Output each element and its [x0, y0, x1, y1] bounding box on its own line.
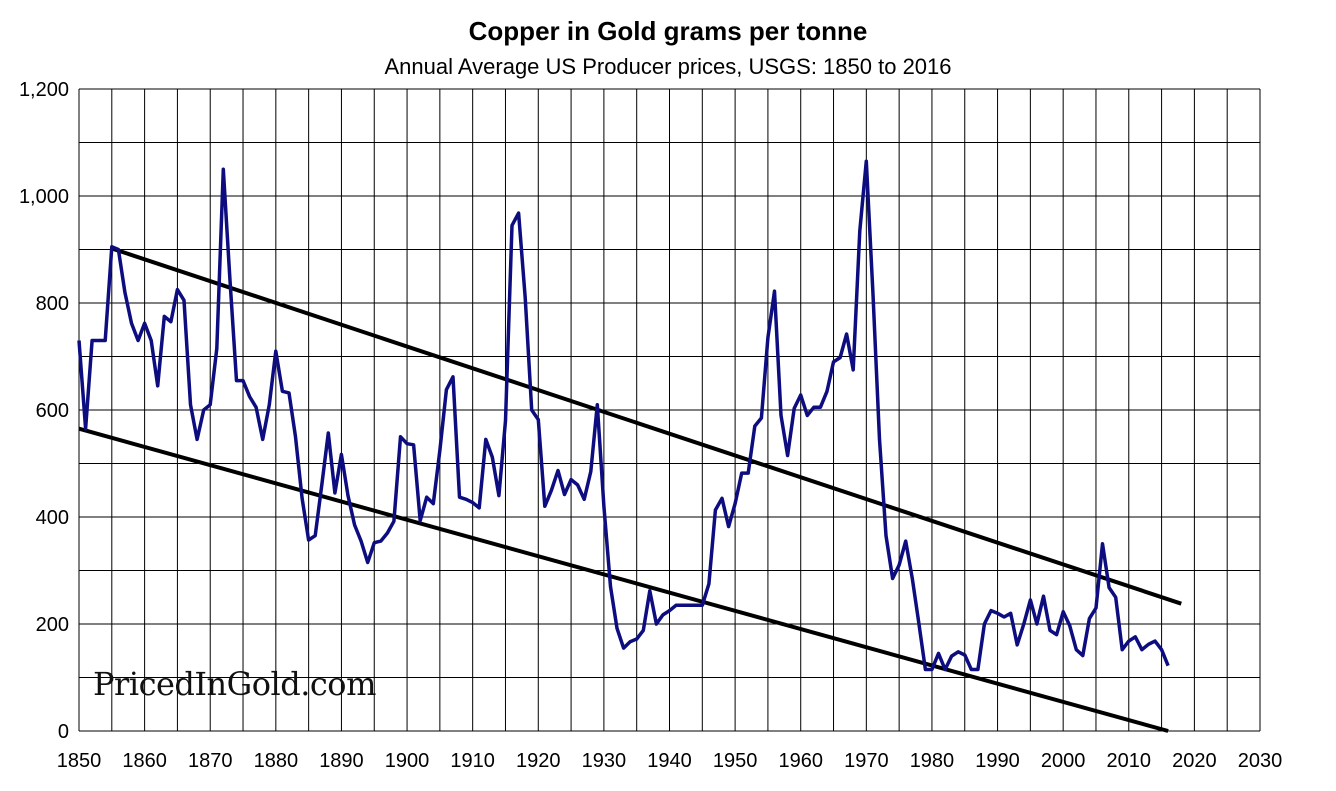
y-tick-label: 1,000 [19, 186, 69, 208]
trend-line [78, 426, 1169, 733]
chart-subtitle: Annual Average US Producer prices, USGS:… [384, 54, 952, 79]
x-tick-label: 1980 [910, 750, 955, 772]
x-tick-label: 1870 [188, 750, 233, 772]
y-tick-label: 200 [36, 614, 69, 636]
x-tick-label: 1960 [778, 750, 823, 772]
y-tick-label: 600 [36, 400, 69, 422]
x-tick-label: 1900 [385, 750, 430, 772]
series-line [77, 159, 1170, 672]
x-tick-label: 2000 [1041, 750, 1086, 772]
x-tick-label: 1930 [582, 750, 627, 772]
x-tick-label: 1940 [647, 750, 692, 772]
x-tick-label: 2030 [1238, 750, 1283, 772]
y-tick-label: 400 [36, 507, 69, 529]
y-tick-label: 1,200 [19, 79, 69, 101]
x-tick-label: 2010 [1107, 750, 1152, 772]
x-tick-label: 1890 [319, 750, 364, 772]
y-tick-label: 800 [36, 293, 69, 315]
x-tick-label: 1860 [122, 750, 167, 772]
x-tick-label: 2020 [1172, 750, 1217, 772]
x-tick-label: 1920 [516, 750, 561, 772]
x-tick-label: 1850 [57, 750, 102, 772]
y-tick-label: 0 [58, 721, 69, 743]
watermark: PricedInGold.com [93, 665, 376, 703]
trend-line [111, 246, 1182, 606]
x-tick-label: 1950 [713, 750, 758, 772]
x-tick-label: 1970 [844, 750, 889, 772]
x-tick-label: 1880 [254, 750, 299, 772]
chart-title: Copper in Gold grams per tonne [468, 16, 868, 46]
x-tick-label: 1990 [975, 750, 1020, 772]
x-tick-label: 1910 [450, 750, 495, 772]
